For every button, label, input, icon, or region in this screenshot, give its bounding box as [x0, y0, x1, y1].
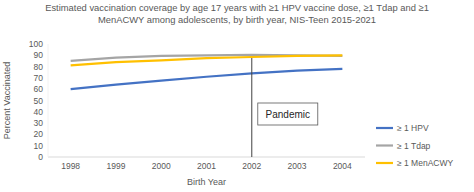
y-axis-label: Percent Vaccinated [2, 62, 12, 139]
legend-swatch [376, 144, 393, 146]
plot-area [71, 55, 343, 89]
x-tick-label: 1999 [106, 161, 125, 171]
legend-label: ≥ 1 MenACWY [397, 158, 453, 168]
x-tick-label: 2001 [197, 161, 216, 171]
y-tick-label: 10 [34, 141, 44, 151]
y-tick-label: 70 [34, 73, 44, 83]
annotation-box [258, 103, 318, 125]
y-tick-label: 40 [34, 107, 44, 117]
y-axis-line [48, 44, 49, 157]
legend-swatch [376, 127, 393, 129]
annotation-text: Pandemic [266, 109, 310, 120]
legend-label: ≥ 1 Tdap [397, 141, 431, 151]
x-tick-label: 2004 [333, 161, 352, 171]
y-tick-label: 100 [29, 39, 43, 49]
x-tick-label: 1998 [61, 161, 80, 171]
y-tick-label: 80 [34, 62, 44, 72]
series-line [71, 55, 343, 65]
y-tick-label: 60 [34, 84, 44, 94]
y-tick-label: 0 [38, 152, 43, 162]
annotation-line [251, 58, 252, 157]
y-tick-label: 20 [34, 129, 44, 139]
legend-swatch [376, 162, 393, 164]
chart: 010 20304050 607080 90100 1998 1999 2000 2001 20… [0, 0, 474, 192]
x-tick-label: 2000 [152, 161, 171, 171]
x-axis-line [48, 157, 365, 158]
x-tick-label: 2002 [242, 161, 261, 171]
y-tick-label: 30 [34, 118, 44, 128]
series-line [71, 69, 343, 89]
title: Estimated vaccination coverage by age 17… [40, 2, 434, 26]
x-tick-label: 2003 [288, 161, 307, 171]
y-tick-label: 50 [34, 96, 44, 106]
y-tick-label: 90 [34, 50, 44, 60]
legend-label: ≥ 1 HPV [397, 123, 429, 133]
x-axis-label: Birth Year [187, 177, 226, 187]
